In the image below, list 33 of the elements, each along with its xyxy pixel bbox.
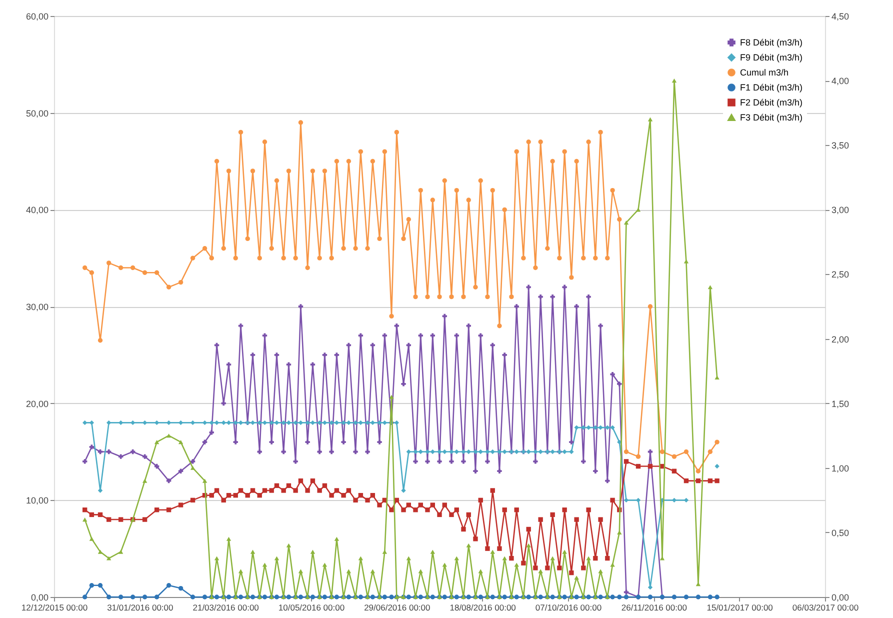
y2-tick-label: 1,00: [832, 463, 850, 474]
y-tick-label: 30,00: [26, 302, 48, 312]
x-tick-label: 07/10/2016 00:00: [535, 602, 602, 612]
y2-tick-label: 0,50: [832, 528, 850, 538]
y-tick-label: 40,00: [26, 205, 48, 216]
y2-tick-label: 2,50: [832, 270, 850, 280]
legend-label: F3 Débit (m3/h): [740, 112, 803, 122]
y-tick-label: 0,00: [30, 592, 48, 602]
y-tick-label: 20,00: [26, 398, 48, 409]
x-tick-label: 29/06/2016 00:00: [364, 602, 431, 612]
y2-tick-label: 1,50: [832, 398, 850, 409]
x-tick-label: 12/12/2015 00:00: [21, 602, 88, 612]
y-tick-label: 60,00: [26, 12, 48, 22]
legend-label: F8 Débit (m3/h): [740, 38, 803, 48]
x-tick-label: 15/01/2017 00:00: [706, 602, 774, 612]
y2-tick-label: 3,00: [832, 205, 850, 216]
x-tick-label: 26/11/2016 00:00: [621, 602, 688, 612]
x-tick-label: 06/03/2017 00:00: [792, 602, 859, 612]
y2-tick-label: 4,00: [832, 76, 850, 86]
legend-label: Cumul m3/h: [740, 68, 789, 78]
legend-label: F1 Débit (m3/h): [740, 82, 803, 92]
y2-tick-label: 3,50: [832, 140, 850, 151]
y-tick-label: 10,00: [26, 496, 48, 506]
x-tick-label: 18/08/2016 00:00: [450, 602, 516, 612]
y2-tick-label: 4,50: [832, 12, 850, 22]
x-tick-label: 31/01/2016 00:00: [107, 602, 174, 612]
y2-tick-label: 0,00: [832, 592, 850, 602]
legend-label: F2 Débit (m3/h): [740, 98, 803, 108]
y-tick-label: 50,00: [26, 108, 48, 118]
legend-label: F9 Débit (m3/h): [740, 52, 803, 62]
x-tick-label: 10/05/2016 00:00: [278, 602, 345, 612]
y2-tick-label: 2,00: [832, 334, 850, 344]
x-tick-label: 21/03/2016 00:00: [192, 602, 260, 612]
